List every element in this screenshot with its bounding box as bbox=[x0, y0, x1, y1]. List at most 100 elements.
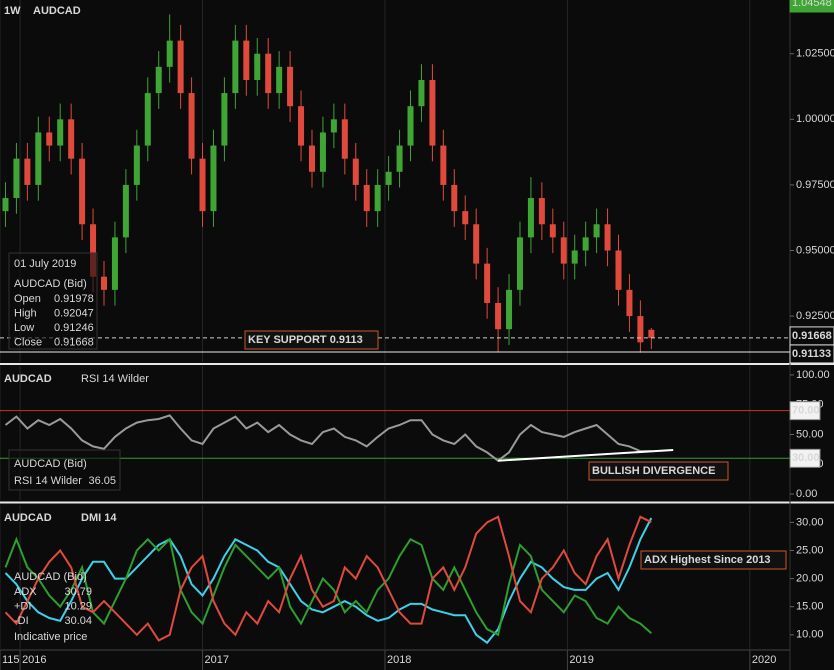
info-value: 0.91246 bbox=[54, 322, 94, 334]
series-group bbox=[4, 515, 653, 645]
candle-body bbox=[24, 158, 31, 185]
series-line bbox=[4, 517, 653, 645]
key-support-annotation: KEY SUPPORT 0.9113 bbox=[248, 334, 363, 346]
adx-annotation: ADX Highest Since 2013 bbox=[644, 554, 771, 566]
candle-body bbox=[341, 119, 348, 159]
candle-body bbox=[232, 40, 239, 94]
candle-body bbox=[385, 171, 392, 185]
y-tick-label: 0.95000 bbox=[796, 244, 834, 256]
candle-body bbox=[2, 198, 9, 212]
timeframe: 1W bbox=[4, 5, 21, 17]
candle-body bbox=[374, 184, 381, 212]
y-tick-label: 0.92500 bbox=[796, 310, 834, 322]
divergence-annotation-box bbox=[588, 461, 729, 481]
support-price-label: 0.91133 bbox=[792, 348, 831, 360]
candles bbox=[2, 14, 655, 353]
candle-body bbox=[199, 158, 206, 212]
candle-body bbox=[57, 119, 64, 146]
y-tick-label: 100.00 bbox=[796, 369, 830, 381]
candle-body bbox=[46, 132, 53, 146]
candle-body bbox=[604, 224, 611, 251]
legend-value: 30.79 bbox=[64, 586, 92, 598]
x-tick-label: 2019 bbox=[569, 654, 593, 666]
info-value: 0.92047 bbox=[54, 307, 94, 319]
candle-body bbox=[560, 237, 567, 264]
x-tick-label: 2020 bbox=[752, 654, 776, 666]
candle-body bbox=[166, 40, 173, 67]
info-label: Low bbox=[14, 322, 34, 334]
legend-value: 30.04 bbox=[64, 615, 92, 627]
y-tick-label: 10.00 bbox=[796, 629, 824, 641]
y-tick-label: 1.02500 bbox=[796, 48, 834, 60]
y-tick-label: 25.00 bbox=[796, 544, 824, 556]
candle-body bbox=[68, 119, 75, 159]
info-date: 01 July 2019 bbox=[14, 258, 76, 270]
candle-body bbox=[265, 53, 272, 94]
y-tick-label: 0.97500 bbox=[796, 179, 834, 191]
symbol: AUDCAD bbox=[33, 5, 81, 17]
top-price-label-box bbox=[789, 0, 834, 13]
y-tick-label: 50.00 bbox=[796, 428, 824, 440]
last-price-label: 0.91668 bbox=[792, 330, 832, 342]
top-price-label: 1.04548 bbox=[792, 0, 832, 9]
legend-name: -DI bbox=[14, 615, 29, 627]
candle-body bbox=[90, 224, 97, 277]
info-value: 0.91978 bbox=[54, 293, 94, 305]
candle-body bbox=[538, 198, 545, 225]
info-instrument: AUDCAD (Bid) bbox=[14, 458, 87, 470]
divergence-line bbox=[498, 448, 674, 462]
candle-body bbox=[155, 66, 162, 94]
legend-value: 36.05 bbox=[88, 475, 116, 487]
candle-body bbox=[79, 158, 86, 225]
panel-title: AUDCAD bbox=[4, 373, 52, 385]
info-instrument: AUDCAD (Bid) bbox=[14, 278, 87, 290]
series-line bbox=[4, 536, 652, 637]
candle-body bbox=[582, 237, 589, 251]
level-label: 70.00 bbox=[792, 405, 820, 417]
legend-value: 10.29 bbox=[64, 600, 92, 612]
level-label: 30.00 bbox=[792, 452, 820, 464]
info-label: High bbox=[14, 307, 37, 319]
candle-body bbox=[429, 79, 436, 146]
key-support-annotation-box bbox=[244, 330, 379, 350]
candle-body bbox=[330, 119, 337, 133]
y-tick-label: 20.00 bbox=[796, 573, 824, 585]
candle-body bbox=[308, 145, 315, 172]
legend-name: +DI bbox=[14, 600, 31, 612]
x-tick-label: 2016 bbox=[22, 654, 46, 666]
candle-body bbox=[462, 211, 469, 225]
legend-name: RSI 14 Wilder bbox=[14, 475, 82, 487]
panel-subtitle: DMI 14 bbox=[81, 512, 117, 524]
candle-body bbox=[144, 93, 151, 146]
candle-body bbox=[100, 276, 107, 290]
candle-body bbox=[177, 40, 184, 94]
candle-body bbox=[593, 224, 600, 238]
candle-body bbox=[527, 198, 534, 238]
candle-body bbox=[188, 93, 195, 159]
candle-body bbox=[495, 302, 502, 330]
info-label: Close bbox=[14, 336, 42, 348]
info-instrument: AUDCAD (Bid) bbox=[14, 571, 87, 583]
support-price-label-box bbox=[789, 344, 834, 364]
candle-body bbox=[637, 316, 644, 343]
candle-body bbox=[626, 289, 633, 317]
candle-body bbox=[648, 329, 655, 338]
panel-subtitle: RSI 14 Wilder bbox=[81, 373, 149, 385]
candle-body bbox=[440, 145, 447, 185]
y-tick-label: 1.00000 bbox=[796, 113, 834, 125]
candle-body bbox=[451, 184, 458, 212]
candle-body bbox=[363, 184, 370, 212]
candle-body bbox=[516, 237, 523, 290]
series-group bbox=[4, 414, 652, 462]
candle-body bbox=[13, 158, 20, 199]
y-tick-label: 15.00 bbox=[796, 601, 824, 613]
adx-annotation-box bbox=[640, 550, 787, 570]
level-label-box bbox=[789, 401, 821, 421]
info-note: Indicative price bbox=[14, 631, 87, 643]
info-value: 0.91668 bbox=[54, 336, 94, 348]
candle-body bbox=[133, 145, 140, 185]
candle-body bbox=[418, 79, 425, 107]
